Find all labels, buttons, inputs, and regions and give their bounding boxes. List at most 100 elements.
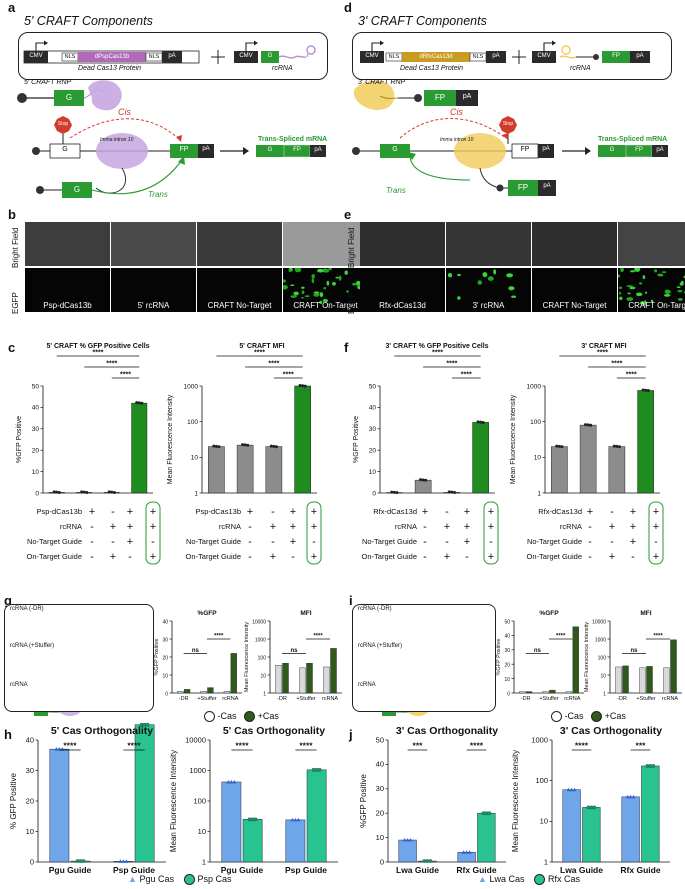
i-right-tick-label: 100 <box>598 655 607 661</box>
gfp-cell <box>326 280 330 286</box>
gfp-cell <box>283 279 287 283</box>
c-row-mark: - <box>90 536 94 548</box>
gfp-cell <box>301 290 305 294</box>
e-tile-label-2: 3' rcRNA <box>472 301 505 310</box>
h-right-tick-label: 1 <box>202 857 206 866</box>
f-right-point <box>615 444 619 448</box>
f-row-mark: + <box>587 506 593 518</box>
j-legend-lwa: Lwa Cas <box>489 874 525 884</box>
f-left-tick-label: 0 <box>372 490 376 497</box>
g-left-xtick: -DR <box>179 696 189 702</box>
f-right-point <box>589 423 593 427</box>
panel-letter-d: d <box>344 0 352 15</box>
gfp-cell <box>644 300 647 306</box>
i-left-tick-label: 30 <box>504 648 510 654</box>
gfp-cell <box>657 273 664 277</box>
d-pa2-label: pA <box>636 53 644 59</box>
c-right-point <box>272 444 276 448</box>
a-sp-pa: pA <box>314 147 322 153</box>
h-right-tick-label: 1000 <box>189 766 206 775</box>
f-right-title: 3' CRAFT MFI <box>581 343 626 350</box>
gfp-cell <box>447 273 453 278</box>
c-left-point <box>52 490 56 494</box>
f-right-point <box>560 445 564 449</box>
h-right-marker <box>232 779 237 784</box>
i-right-bar <box>639 667 646 694</box>
c-row-mark: + <box>110 521 116 533</box>
f-row-mark: + <box>422 506 428 518</box>
h-left-tick-label: 40 <box>26 735 34 744</box>
gfp-cell <box>294 268 300 269</box>
c-left-0-sig: **** <box>93 350 104 357</box>
c-row-mark: + <box>127 521 133 533</box>
e-bf-2 <box>446 222 531 266</box>
d-cas-label: dRfxCas13d <box>419 54 453 60</box>
c-left-point <box>57 490 61 494</box>
c-right-point <box>212 444 216 448</box>
e-tile-label-4: CRAFT On-Target <box>628 301 685 310</box>
panel-letter-j: j <box>349 727 353 742</box>
a-rnp-label: 5' CRAFT RNP <box>24 79 72 86</box>
f-right-tick-label: 10 <box>534 455 542 462</box>
c-right-bar <box>265 446 283 494</box>
f-row-mark: - <box>588 536 592 548</box>
gfp-cell <box>620 268 624 272</box>
c-row-mark: + <box>270 551 276 563</box>
a-nls1-label: NLS <box>64 54 76 60</box>
c-row-mark: - <box>90 521 94 533</box>
f-left-ylabel: %GFP Positive <box>353 416 360 463</box>
b-tile-label-2: 5' rcRNA <box>137 301 170 310</box>
a-trans-label: Trans <box>148 190 168 199</box>
j-left-0-sig: *** <box>413 741 424 751</box>
g-right-xtick: -DR <box>277 696 287 702</box>
e-egfp-3: CRAFT No-Target <box>532 268 617 312</box>
f-row-mark: - <box>423 551 427 563</box>
a-pre-pa: pA <box>202 146 210 152</box>
h-right-tick-label: 100 <box>193 796 206 805</box>
e-bf-3 <box>532 222 617 266</box>
h-left-ylabel: % GFP Positive <box>9 773 18 829</box>
gfp-cell <box>344 270 348 275</box>
b-egfp-1: Psp-dCas13b <box>25 268 110 312</box>
j-left-marker <box>428 859 433 863</box>
j-left-tick-label: 30 <box>376 784 384 793</box>
f-right-point <box>646 389 650 393</box>
d-cis-label: Cis <box>450 107 463 117</box>
g-right-1-sig: **** <box>313 634 323 640</box>
i-right-tick-label: 1 <box>603 691 606 697</box>
j-right-tick-label: 1 <box>544 857 548 866</box>
f-left-point <box>481 420 485 424</box>
f-left-point <box>452 490 456 494</box>
j-left-marker <box>405 838 410 842</box>
gfp-cell <box>511 295 517 298</box>
g-schem-label-2: rcRNA (+Stuffer) <box>10 643 55 649</box>
a-nls2-label: NLS <box>148 54 160 60</box>
g-left-0-sig: ns <box>192 648 200 654</box>
gfp-cell <box>627 292 631 295</box>
c-row-mark: + <box>127 506 133 518</box>
j-legend-triangle-icon: ▲ <box>478 874 487 884</box>
g-right-bar <box>323 666 330 694</box>
f-row-label: No-Target Guide <box>362 537 417 546</box>
f-left-2-sig: **** <box>461 372 472 379</box>
c-row-label: Psp-dCas13b <box>37 507 82 516</box>
d-stop-label: Stop <box>502 121 514 127</box>
g-right-bar <box>282 663 289 694</box>
h-right-title: 5' Cas Orthogonality <box>223 725 325 737</box>
c-left-ylabel: %GFP Positive <box>16 416 23 463</box>
gfp-cell <box>629 286 636 290</box>
f-row-mark: + <box>464 521 470 533</box>
f-row-mark: - <box>423 536 427 548</box>
c-left-title: 5' CRAFT % GFP Positive Cells <box>46 343 149 350</box>
c-row-mark: + <box>290 536 296 548</box>
j-left-tick-label: 0 <box>380 857 384 866</box>
d-fp-label: FP <box>612 53 620 59</box>
g-left-tick-label: 30 <box>162 637 168 643</box>
gfp-cell <box>618 286 623 289</box>
i-right-tick-label: 1000 <box>595 637 606 643</box>
c-left-tick-label: 20 <box>32 448 40 455</box>
c-left-point <box>55 490 59 494</box>
j-right-tick-label: 100 <box>535 776 548 785</box>
c-right-title: 5' CRAFT MFI <box>239 343 284 350</box>
f-row-mark: - <box>588 551 592 563</box>
